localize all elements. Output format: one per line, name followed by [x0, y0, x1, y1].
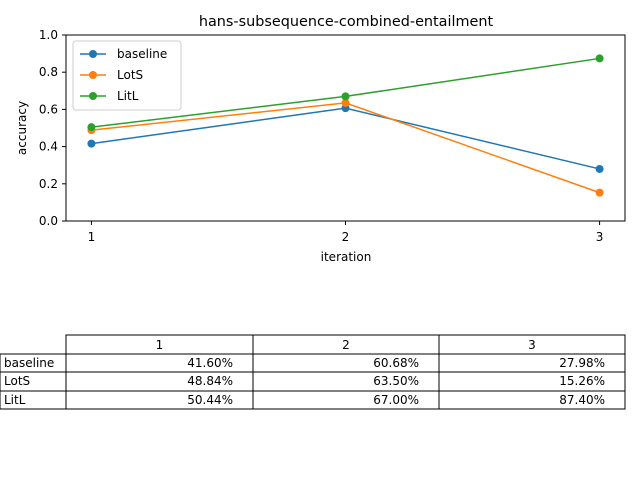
- data-point-baseline: [595, 164, 604, 173]
- x-tick-label: 2: [342, 230, 350, 244]
- series-line-LotS: [91, 102, 600, 194]
- data-point-LotS: [341, 98, 350, 107]
- table-column-header: 2: [342, 338, 350, 352]
- chart-title: hans-subsequence-combined-entailment: [199, 14, 494, 30]
- y-tick-label: 0.8: [39, 65, 58, 79]
- table-cell-value: 41.60%: [187, 356, 233, 370]
- y-tick-label: 0.4: [39, 140, 58, 154]
- y-tick-label: 0.0: [39, 214, 58, 228]
- data-table: 1 2 3 baseline 41.60% 60.68% 27.98% LotS 48.84% 6…: [0, 334, 626, 410]
- table-row-label: baseline: [4, 356, 54, 370]
- y-tick-label: 1.0: [39, 28, 58, 42]
- table-cell: [438, 390, 626, 410]
- x-tick-label: 3: [596, 230, 604, 244]
- legend-label: baseline: [117, 47, 167, 61]
- x-axis-label: iteration: [321, 250, 372, 264]
- y-axis-label: accuracy: [15, 101, 29, 155]
- legend-label: LotS: [117, 68, 143, 82]
- table-cell-value: 15.26%: [559, 374, 605, 388]
- y-tick-label: 0.6: [39, 102, 58, 116]
- table-cell-value: 63.50%: [373, 374, 419, 388]
- data-point-LitL: [595, 54, 604, 63]
- table-cell-value: 50.44%: [187, 393, 233, 407]
- plot-area: [87, 54, 604, 197]
- y-tick-label: 0.2: [39, 177, 58, 191]
- legend: baseline LotS LitL: [72, 40, 182, 111]
- table-row-label: LitL: [4, 393, 26, 407]
- table-cell-value: 27.98%: [559, 356, 605, 370]
- legend-box: [72, 40, 182, 111]
- x-tick-label: 1: [88, 230, 96, 244]
- table-cell-value: 67.00%: [373, 393, 419, 407]
- table-row-label: LotS: [4, 374, 30, 388]
- data-point-LitL: [87, 123, 96, 132]
- y-axis-ticks: 0.0 0.2 0.4 0.6 0.8 1.0: [39, 28, 66, 228]
- data-point-LitL: [341, 92, 350, 101]
- table-cell-value: 87.40%: [559, 393, 605, 407]
- table-column-header: 3: [528, 338, 536, 352]
- table-cell-value: 60.68%: [373, 356, 419, 370]
- legend-marker: [89, 50, 97, 58]
- legend-label: LitL: [117, 89, 139, 103]
- data-point-baseline: [87, 139, 96, 148]
- data-point-LotS: [595, 188, 604, 197]
- x-axis-ticks: 1 2 3: [88, 221, 604, 244]
- table-cell-value: 48.84%: [187, 374, 233, 388]
- table-column-header: 1: [156, 338, 164, 352]
- legend-marker: [89, 71, 97, 79]
- legend-marker: [89, 92, 97, 100]
